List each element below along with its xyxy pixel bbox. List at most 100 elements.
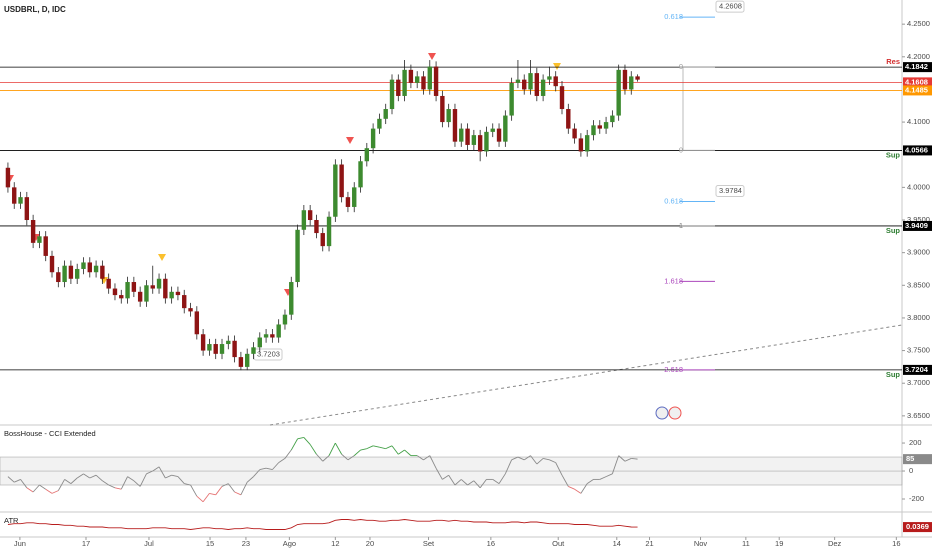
cci-segment <box>284 449 292 459</box>
cci-segment <box>14 478 21 483</box>
candle-body <box>427 66 432 90</box>
candle-body <box>24 197 30 221</box>
cci-segment <box>70 477 78 484</box>
x-tick-label: 19 <box>775 539 783 548</box>
cci-segment <box>253 469 261 477</box>
candle-body <box>263 334 269 338</box>
x-tick-label: 16 <box>892 539 900 548</box>
sell-signal <box>428 53 436 60</box>
cci-segment <box>76 473 84 479</box>
cci-segment <box>624 458 632 462</box>
cci-segment <box>379 446 386 450</box>
y-tick-label: 4.2500 <box>907 19 930 28</box>
candle-body <box>18 197 23 204</box>
level-price-box <box>903 77 932 88</box>
fib-ratio: 1.618 <box>664 276 683 285</box>
last-value-label: 0.0369 <box>906 522 929 531</box>
cci-segment <box>549 459 556 464</box>
candle-body <box>477 135 483 152</box>
candle-body <box>282 314 288 325</box>
level-tag: Sup <box>886 150 901 159</box>
cci-segment <box>631 457 638 460</box>
fib-ratio: 0.618 <box>664 196 683 205</box>
candle-body <box>119 295 124 299</box>
event-icon[interactable] <box>655 406 669 420</box>
cci-segment <box>611 455 620 474</box>
candle-body <box>515 79 521 83</box>
cci-segment <box>209 492 216 496</box>
candle-body <box>169 291 174 299</box>
cci-segment <box>586 479 594 484</box>
level-tag: Sup <box>886 370 901 379</box>
candle-body <box>509 82 514 116</box>
y-tick-label: 4.0000 <box>907 182 930 191</box>
fib-ratio: 2.618 <box>664 365 683 374</box>
candle-body <box>100 265 105 279</box>
cci-segment <box>504 459 513 474</box>
cci-segment <box>517 456 525 461</box>
candle-body <box>106 278 111 289</box>
x-tick-label: 20 <box>366 539 374 548</box>
atr-line <box>7 519 638 530</box>
candle-body <box>622 69 628 90</box>
level-price-label: 4.1485 <box>905 85 928 94</box>
cci-segment <box>95 474 103 482</box>
cci-segment <box>511 456 519 461</box>
candle-body <box>12 187 17 204</box>
cci-segment <box>523 455 531 461</box>
level-price-label: 4.1842 <box>905 62 928 71</box>
cci-segment <box>26 487 34 493</box>
candle-body <box>635 76 640 80</box>
candle-body <box>490 128 495 132</box>
cci-segment <box>309 444 317 455</box>
candle-body <box>610 115 615 123</box>
level-price-box <box>903 85 932 96</box>
cci-segment <box>404 449 412 456</box>
cci-segment <box>328 442 336 456</box>
candle-body <box>289 282 294 315</box>
candle-body <box>414 76 420 83</box>
candle-body <box>389 79 395 110</box>
cci-segment <box>460 479 468 486</box>
warn-signal <box>553 63 561 70</box>
candle-body <box>566 109 571 129</box>
candle-body <box>30 220 36 243</box>
candle-body <box>43 236 48 256</box>
cci-segment <box>347 455 355 461</box>
candle-body <box>68 265 74 279</box>
candle-body <box>200 334 206 351</box>
x-tick-label: Nov <box>694 539 708 548</box>
candle-body <box>345 197 351 207</box>
x-tick-label: Jul <box>144 539 154 548</box>
candle-body <box>49 255 55 273</box>
candle-body <box>251 347 256 354</box>
candle-body <box>484 131 489 152</box>
cci-segment <box>177 476 185 484</box>
chart-title: USDBRL, D, IDC <box>4 5 66 14</box>
fib-ratio: 1 <box>679 221 683 230</box>
candle-body <box>125 282 130 299</box>
candle-body <box>559 86 565 110</box>
cci-segment <box>492 479 500 484</box>
fib-ratio: 0.618 <box>664 12 683 21</box>
candle-body <box>257 337 262 348</box>
annotation: 3.7203 <box>257 349 280 358</box>
candle-body <box>421 76 426 90</box>
candle-body <box>93 265 99 273</box>
candle-body <box>137 291 143 302</box>
candle-body <box>270 334 275 338</box>
cci-segment <box>7 476 15 483</box>
candle-body <box>358 161 363 188</box>
x-tick-label: 23 <box>242 539 250 548</box>
candle-body <box>383 109 388 119</box>
candle-body <box>150 285 155 289</box>
y-tick-label: 4.1000 <box>907 117 930 126</box>
cci-segment <box>227 483 235 493</box>
candle-body <box>352 187 357 207</box>
candle-body <box>5 167 11 188</box>
x-tick-label: 15 <box>206 539 214 548</box>
event-icon[interactable] <box>668 406 682 420</box>
cci-segment <box>20 479 28 489</box>
cci-segment <box>341 453 349 461</box>
cci-segment <box>215 486 223 496</box>
